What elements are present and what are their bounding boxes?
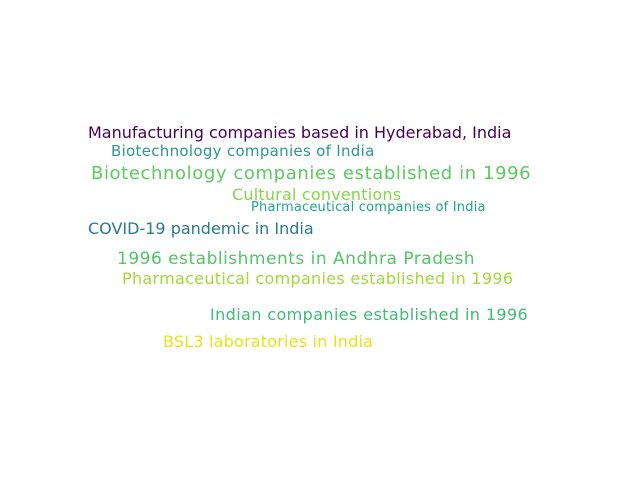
word-cloud-term: Cultural conventions xyxy=(232,185,402,204)
word-cloud-term: Biotechnology companies established in 1… xyxy=(91,163,532,184)
word-cloud-term: 1996 establishments in Andhra Pradesh xyxy=(117,249,476,269)
word-cloud-term: Indian companies established in 1996 xyxy=(210,305,529,324)
word-cloud-term: Manufacturing companies based in Hyderab… xyxy=(88,123,512,142)
word-cloud-term: COVID-19 pandemic in India xyxy=(88,219,314,238)
word-cloud-term: Pharmaceutical companies of India xyxy=(251,200,486,215)
word-cloud-term: Biotechnology companies of India xyxy=(111,142,375,160)
word-cloud-term: Pharmaceutical companies established in … xyxy=(122,269,514,288)
word-cloud-term: BSL3 laboratories in India xyxy=(163,332,374,351)
